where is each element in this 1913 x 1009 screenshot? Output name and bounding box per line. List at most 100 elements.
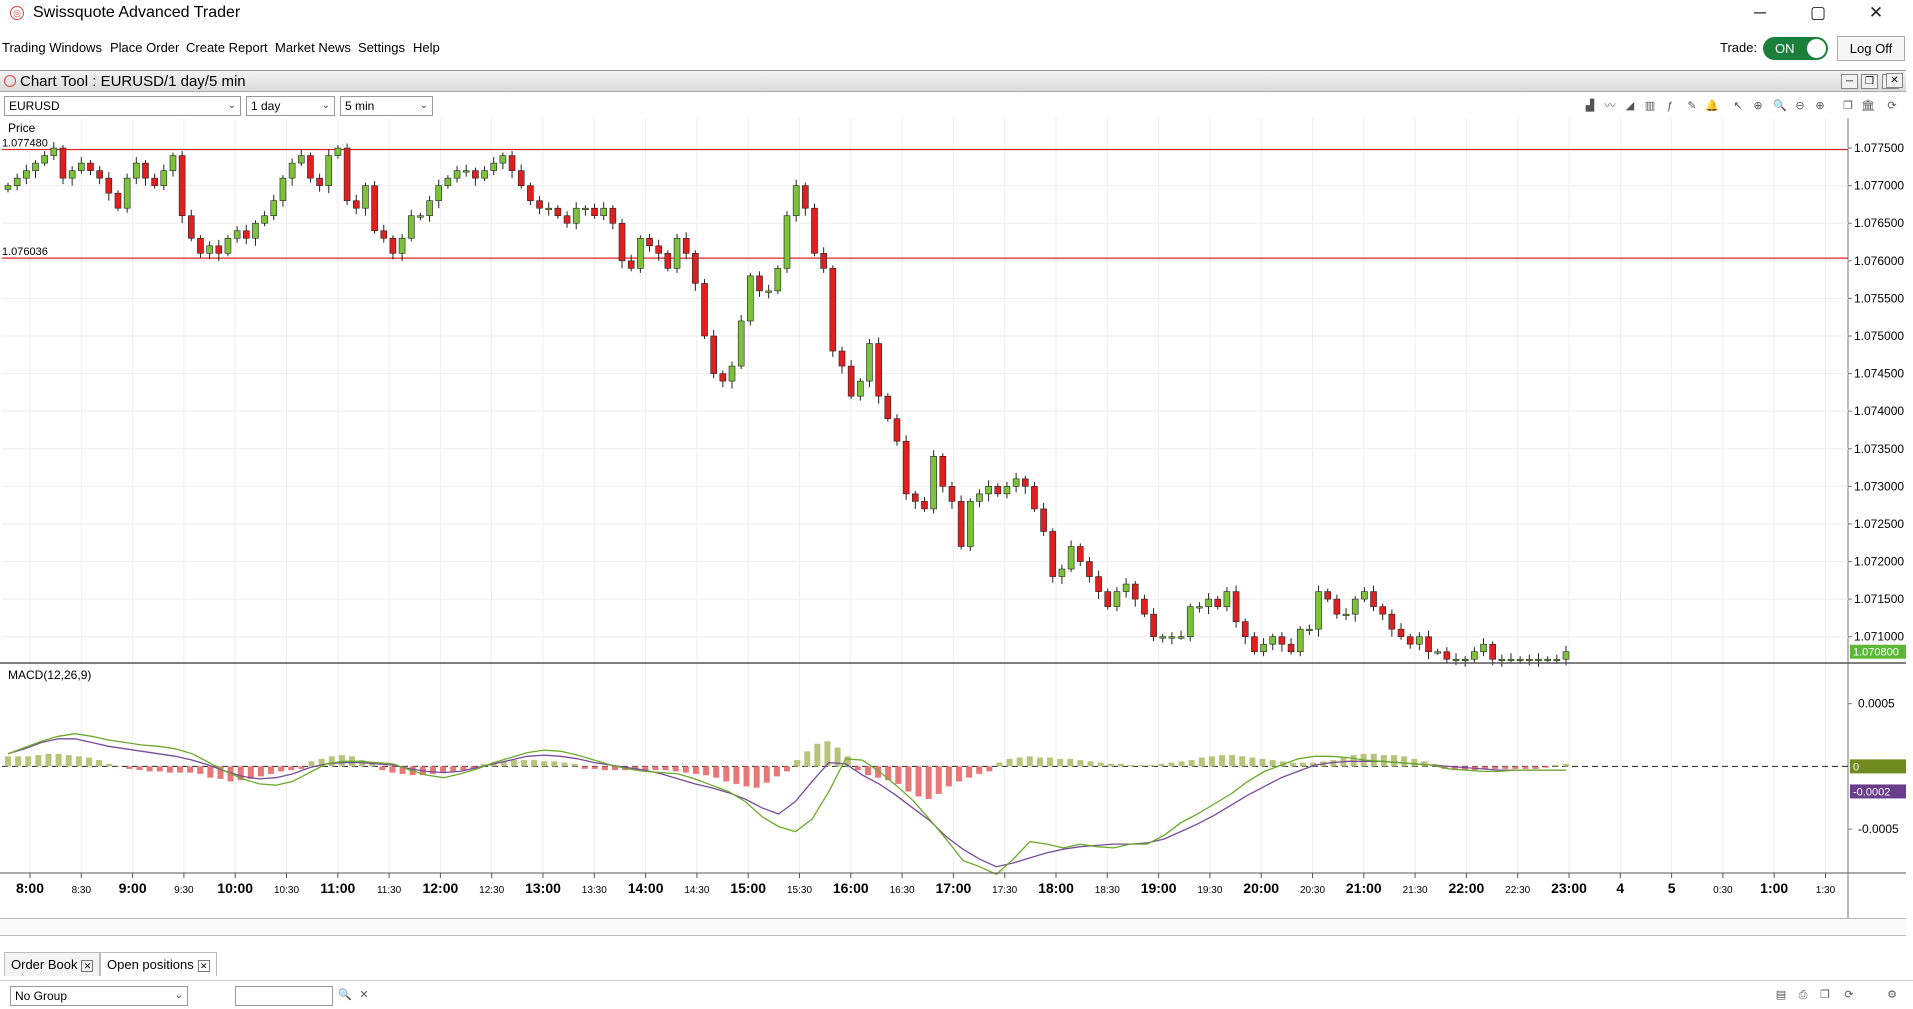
settings-icon[interactable]: ⚙ bbox=[1887, 989, 1897, 1001]
macd-histogram-bar bbox=[591, 766, 598, 769]
clear-icon[interactable]: ✕ bbox=[359, 989, 369, 1001]
macd-histogram-bar bbox=[1036, 757, 1043, 767]
candle-body bbox=[1370, 591, 1377, 607]
symbol-select[interactable]: EURUSD ⌄ bbox=[4, 96, 241, 116]
menu-market-news[interactable]: Market News bbox=[275, 40, 351, 55]
menu-place-order[interactable]: Place Order bbox=[110, 40, 180, 55]
candle bbox=[1049, 528, 1057, 583]
refresh-icon[interactable]: ⟳ bbox=[1844, 989, 1854, 1001]
filter-input[interactable] bbox=[235, 986, 333, 1006]
area-chart-icon[interactable]: ◢ bbox=[1625, 100, 1635, 112]
candle-body bbox=[1141, 598, 1148, 615]
candle-body bbox=[682, 237, 690, 254]
x-tick-label: 14:30 bbox=[684, 885, 709, 896]
indicator-icon[interactable]: ƒ bbox=[1666, 100, 1674, 112]
window-icon[interactable]: ❐ bbox=[1843, 100, 1853, 112]
close-icon[interactable]: ✕ bbox=[197, 960, 210, 972]
group-select[interactable]: No Group ⌄ bbox=[10, 986, 188, 1006]
menu-trading-windows[interactable]: Trading Windows bbox=[2, 40, 102, 55]
horizontal-scrollbar[interactable] bbox=[0, 918, 1906, 936]
x-tick-label: 19:00 bbox=[1141, 880, 1177, 896]
y-tick-label: 1.071000 bbox=[1854, 630, 1904, 644]
alert-icon[interactable]: 🔔 bbox=[1705, 100, 1719, 112]
candle-body bbox=[398, 237, 406, 254]
trade-label: Trade: bbox=[1720, 40, 1758, 55]
menu-settings[interactable]: Settings bbox=[358, 40, 405, 55]
candle bbox=[939, 453, 947, 493]
candle-body bbox=[105, 177, 113, 194]
candle-body bbox=[728, 365, 736, 382]
app-title: Swissquote Advanced Trader bbox=[33, 4, 241, 21]
candle-body bbox=[902, 440, 910, 495]
menu-help[interactable]: Help bbox=[413, 40, 440, 55]
candle-chart-icon[interactable]: ▥ bbox=[1644, 100, 1656, 112]
chart-canvas[interactable]: 1.077500 1.077000 1.076500 1.076000 1.075500… bbox=[0, 118, 1906, 918]
candle bbox=[985, 480, 992, 502]
x-tick-label: 18:30 bbox=[1095, 885, 1120, 896]
bank-icon[interactable]: 🏛 bbox=[1861, 100, 1875, 112]
zoom-out-icon[interactable]: ⊖ bbox=[1795, 100, 1805, 112]
macd-histogram-bar bbox=[1299, 762, 1306, 767]
chart-tool-title: Chart Tool : EURUSD/1 day/5 min bbox=[20, 73, 246, 90]
macd-histogram-bar bbox=[1208, 756, 1215, 767]
candle-body bbox=[87, 162, 94, 171]
candle-body bbox=[197, 237, 204, 254]
candle-body bbox=[756, 275, 763, 292]
tab-order-book[interactable]: Order Book ✕ bbox=[4, 952, 101, 976]
interval-select[interactable]: 5 min ⌄ bbox=[340, 96, 433, 116]
candle bbox=[288, 158, 296, 186]
candle-body bbox=[389, 237, 397, 254]
panel-close-button[interactable]: ✕ bbox=[1886, 73, 1903, 88]
minimize-button[interactable]: ─ bbox=[1753, 3, 1767, 22]
bar-chart-icon[interactable]: ▟ bbox=[1585, 100, 1595, 112]
panel-minimize-button[interactable]: ─ bbox=[1841, 74, 1858, 89]
panel-restore-button[interactable]: ❐ bbox=[1861, 74, 1878, 89]
drawing-icon[interactable]: ✎ bbox=[1687, 100, 1697, 112]
macd-histogram-bar bbox=[662, 766, 669, 771]
maximize-button[interactable]: ▢ bbox=[1809, 3, 1827, 22]
candle bbox=[527, 182, 534, 206]
candle bbox=[811, 203, 818, 257]
macd-histogram-bar bbox=[784, 766, 790, 772]
close-button[interactable]: ✕ bbox=[1868, 3, 1884, 22]
cursor-icon[interactable]: ↖ bbox=[1733, 100, 1743, 112]
trade-toggle[interactable]: ON bbox=[1763, 37, 1828, 60]
macd-histogram-bar bbox=[1239, 756, 1246, 767]
tab-open-positions[interactable]: Open positions ✕ bbox=[100, 952, 217, 976]
candle bbox=[343, 143, 351, 206]
y-tick-label: 1.073000 bbox=[1854, 479, 1904, 493]
export-icon[interactable]: ▤ bbox=[1775, 989, 1787, 1001]
candle bbox=[426, 196, 433, 222]
line-chart-icon[interactable]: 〰 bbox=[1604, 100, 1616, 112]
zoom-in-icon[interactable]: ⊕ bbox=[1815, 100, 1825, 112]
copy-icon[interactable]: ❐ bbox=[1820, 989, 1830, 1001]
candle bbox=[1223, 587, 1231, 612]
x-tick-label: 1:30 bbox=[1816, 885, 1836, 896]
refresh-icon[interactable]: ⟳ bbox=[1887, 100, 1897, 112]
candle-body bbox=[261, 215, 268, 224]
candle bbox=[1021, 475, 1029, 494]
close-icon[interactable]: ✕ bbox=[81, 960, 94, 972]
macd-histogram-bar bbox=[450, 766, 457, 772]
candle-body bbox=[233, 230, 241, 239]
crosshair-icon[interactable]: ⊕ bbox=[1753, 100, 1763, 112]
macd-histogram-bar bbox=[743, 766, 750, 787]
x-tick-label: 17:30 bbox=[992, 885, 1017, 896]
macd-histogram-bar bbox=[207, 766, 214, 778]
candle-body bbox=[187, 215, 195, 239]
candle bbox=[462, 164, 470, 177]
bottom-tabs: Order Book ✕ Open positions ✕ bbox=[0, 950, 1913, 976]
menu-create-report[interactable]: Create Report bbox=[186, 40, 268, 55]
period-select[interactable]: 1 day ⌄ bbox=[246, 96, 335, 116]
candle bbox=[1205, 593, 1212, 615]
candle-body bbox=[508, 155, 516, 171]
zoom-icon[interactable]: 🔍 bbox=[1773, 100, 1787, 112]
candle-body bbox=[1241, 621, 1249, 637]
candle-body bbox=[1104, 591, 1112, 607]
candle bbox=[1269, 633, 1277, 651]
print-icon[interactable]: ⎙ bbox=[1798, 989, 1808, 1001]
macd-histogram-bar bbox=[1532, 766, 1539, 769]
logoff-button[interactable]: Log Off bbox=[1837, 36, 1905, 61]
search-icon[interactable]: 🔍 bbox=[338, 989, 352, 1001]
macd-tick-label: -0.0005 bbox=[1858, 822, 1899, 836]
